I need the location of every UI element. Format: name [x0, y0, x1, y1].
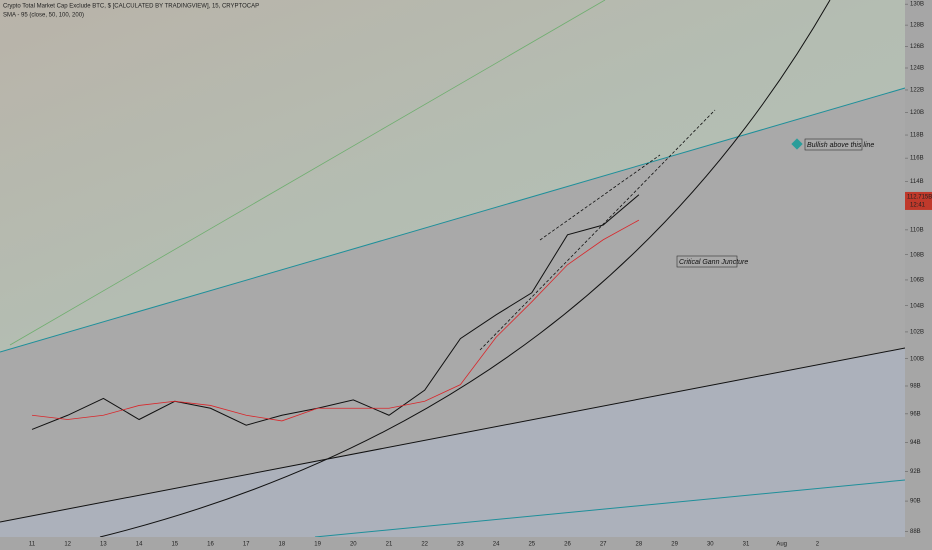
indicator-label: SMA - 95 (close, 50, 100, 200): [3, 13, 84, 19]
x-tick-label: 24: [493, 542, 500, 548]
x-tick-label: 29: [671, 542, 678, 548]
x-tick-label: 23: [457, 542, 464, 548]
x-tick-label: 21: [386, 542, 393, 548]
teal-trendline: [0, 87, 906, 353]
y-tick-label: 90B: [910, 499, 921, 505]
dashed-channel: [479, 109, 716, 351]
countdown: 12:41: [910, 203, 926, 209]
annotation: Critical Gann Juncture: [679, 259, 748, 266]
x-tick-label: 18: [279, 542, 286, 548]
y-tick-label: 124B: [910, 66, 924, 72]
y-tick-label: 92B: [910, 469, 921, 475]
y-tick-label: 110B: [910, 227, 924, 233]
x-tick-label: Aug: [776, 542, 787, 548]
y-tick-label: 108B: [910, 252, 924, 258]
x-tick-label: 31: [743, 542, 750, 548]
x-tick-label: 12: [64, 542, 71, 548]
annotation-box: [804, 138, 863, 151]
y-tick-label: 102B: [910, 330, 924, 336]
y-tick-label: 122B: [910, 88, 924, 94]
x-tick-label: 30: [707, 542, 714, 548]
price-axis: [905, 0, 932, 550]
series-line: [31, 194, 640, 430]
y-tick-label: 118B: [910, 133, 924, 139]
x-tick-label: 27: [600, 542, 607, 548]
y-tick-label: 114B: [910, 179, 924, 185]
annotation-box: [676, 255, 738, 268]
annotation: Bullish above this line: [807, 142, 874, 149]
x-tick-label: 26: [564, 542, 571, 548]
x-tick-label: 17: [243, 542, 250, 548]
x-tick-label: 22: [421, 542, 428, 548]
upper-zone: [0, 0, 905, 352]
y-tick-label: 94B: [910, 440, 921, 446]
y-tick-label: 128B: [910, 23, 924, 29]
y-tick-label: 96B: [910, 411, 921, 417]
black-trendline: [0, 347, 906, 523]
time-axis: [0, 537, 905, 550]
x-tick-label: 2: [816, 542, 820, 548]
x-tick-label: 16: [207, 542, 214, 548]
y-tick-label: 130B: [910, 2, 924, 8]
price-tag: [905, 191, 932, 210]
x-tick-label: 14: [136, 542, 143, 548]
teal-lower-line: [314, 479, 906, 538]
y-tick-label: 104B: [910, 303, 924, 309]
x-tick-label: 11: [29, 542, 36, 548]
y-tick-label: 106B: [910, 278, 924, 284]
y-tick-label: 120B: [910, 110, 924, 116]
x-tick-label: 25: [528, 542, 535, 548]
chart-title: Crypto Total Market Cap Exclude BTC, $ […: [3, 4, 259, 10]
gann-curve: [99, 0, 831, 538]
price-tag-label: 112.715B: [907, 195, 932, 201]
green-trendline: [9, 0, 606, 346]
y-tick-label: 126B: [910, 44, 924, 50]
y-tick-label: 100B: [910, 356, 924, 362]
dashed-channel: [539, 154, 661, 241]
y-tick-label: 88B: [910, 529, 921, 535]
annotation-marker: [791, 138, 803, 150]
y-tick-label: 98B: [910, 384, 921, 390]
x-tick-label: 19: [314, 542, 321, 548]
x-tick-label: 20: [350, 542, 357, 548]
y-tick-label: 116B: [910, 156, 924, 162]
lower-zone: [0, 348, 905, 537]
x-tick-label: 28: [636, 542, 643, 548]
x-tick-label: 13: [100, 542, 107, 548]
series-line: [31, 219, 640, 422]
x-tick-label: 15: [171, 542, 178, 548]
